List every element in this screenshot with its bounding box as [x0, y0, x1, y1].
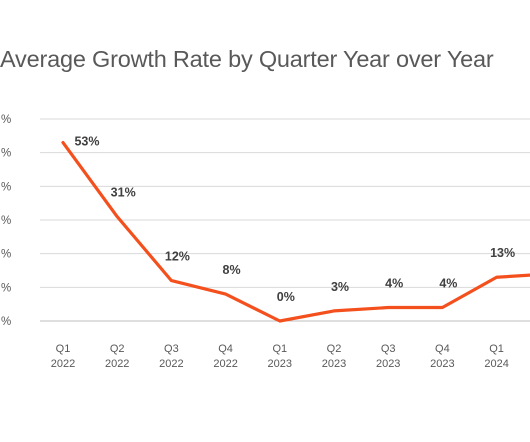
x-tick-label: Q1 — [272, 343, 287, 355]
y-tick-label: % — [1, 114, 11, 126]
x-tick-label: Q4 — [435, 343, 450, 355]
x-tick-label: Q4 — [218, 343, 233, 355]
x-tick-label: 2023 — [268, 358, 292, 370]
data-label: 12% — [165, 250, 190, 264]
y-tick-label: % — [1, 316, 11, 328]
x-tick-label: Q2 — [110, 343, 125, 355]
x-tick-label: Q2 — [327, 343, 342, 355]
x-tick-label: 2022 — [213, 358, 237, 370]
x-tick-label: Q1 — [489, 343, 504, 355]
data-label: 0% — [277, 290, 295, 304]
data-label: 53% — [74, 135, 99, 149]
data-label: 8% — [223, 263, 241, 277]
data-label: 13% — [490, 246, 515, 260]
x-tick-label: 2022 — [159, 358, 183, 370]
y-tick-label: % — [1, 249, 11, 261]
data-label: 4% — [385, 277, 403, 291]
series-line — [61, 140, 530, 323]
x-tick-label: 2022 — [105, 358, 129, 370]
x-tick-label: Q3 — [381, 343, 396, 355]
x-tick-label: 2023 — [376, 358, 400, 370]
x-tick-label: 2023 — [322, 358, 346, 370]
x-tick-label: 2022 — [51, 358, 75, 370]
y-tick-label: % — [1, 282, 11, 294]
y-tick-label: % — [1, 181, 11, 193]
chart-title: Average Growth Rate by Quarter Year over… — [0, 46, 494, 72]
x-tick-label: 2024 — [484, 358, 508, 370]
data-label: 4% — [439, 277, 457, 291]
data-label: 3% — [331, 280, 349, 294]
x-tick-label: Q1 — [56, 343, 71, 355]
y-tick-label: % — [1, 148, 11, 160]
data-label: 31% — [111, 186, 136, 200]
y-tick-label: % — [1, 215, 11, 227]
x-tick-label: 2023 — [430, 358, 454, 370]
x-tick-label: Q3 — [164, 343, 179, 355]
